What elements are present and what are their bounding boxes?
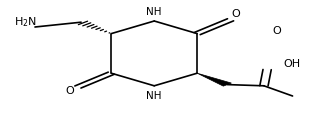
Text: O: O: [272, 26, 281, 36]
Polygon shape: [197, 73, 232, 86]
Text: OH: OH: [283, 59, 300, 69]
Text: NH: NH: [147, 7, 162, 17]
Text: O: O: [66, 86, 74, 96]
Text: NH: NH: [147, 91, 162, 101]
Text: H$_2$N: H$_2$N: [14, 15, 37, 29]
Text: O: O: [231, 9, 240, 19]
